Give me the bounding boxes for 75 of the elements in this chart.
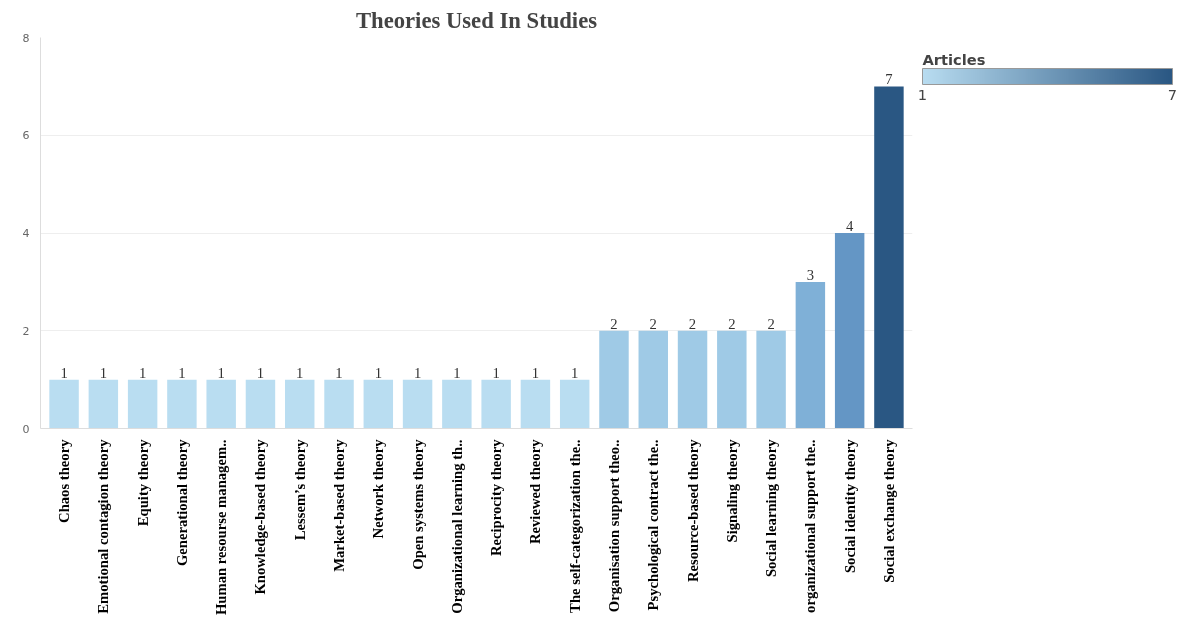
- data-label: 1: [335, 364, 343, 381]
- x-tick-label: Emotional contagion theory: [95, 438, 112, 614]
- y-tick-label: 8: [22, 31, 30, 45]
- x-tick-label: Social exchange theory: [880, 438, 897, 583]
- bar: [363, 379, 394, 429]
- x-tick-label: organizational support the..: [802, 439, 819, 613]
- data-label: 3: [806, 266, 815, 283]
- data-label: 2: [767, 315, 775, 332]
- x-tick-label: Generational theory: [173, 438, 190, 567]
- bar: [127, 379, 158, 429]
- x-tick-label: Social learning theory: [763, 438, 780, 578]
- x-tick-label: Chaos theory: [56, 438, 73, 523]
- x-tick-label: Lessem’s theory: [291, 438, 308, 541]
- data-label: 2: [649, 315, 657, 332]
- data-label: 2: [728, 315, 736, 332]
- bar: [599, 330, 629, 429]
- bar: [834, 233, 865, 429]
- color-bar-label: 7: [1167, 85, 1178, 103]
- bar: [402, 379, 433, 429]
- bar: [285, 379, 315, 429]
- bar: [481, 379, 511, 429]
- color-bar-label: 1: [917, 85, 928, 103]
- chart-title: Theories Used In Studies: [355, 7, 598, 33]
- x-tick-label: Equity theory: [134, 438, 151, 527]
- y-tick-label: 4: [22, 227, 30, 240]
- bar: [756, 330, 786, 429]
- data-label: 1: [178, 364, 186, 381]
- x-tick-label: Social identity theory: [841, 438, 858, 574]
- x-tick-label: Reviewed theory: [527, 438, 544, 545]
- data-label: 1: [492, 364, 500, 381]
- x-tick-label: Knowledge-based theory: [252, 438, 269, 595]
- bar: [442, 379, 472, 429]
- x-tick-label: Network theory: [370, 438, 387, 539]
- data-label: 1: [217, 364, 225, 381]
- y-tick-label: 6: [22, 129, 30, 143]
- data-label: 7: [885, 71, 893, 88]
- data-label: 1: [138, 364, 147, 381]
- bar: [167, 379, 197, 429]
- x-tick-label: Resource-based theory: [684, 438, 701, 583]
- bar: [795, 281, 826, 429]
- y-tick-label: 2: [22, 324, 30, 338]
- bar: [717, 330, 747, 429]
- data-label: 4: [845, 218, 854, 234]
- bar: [559, 379, 590, 429]
- x-tick-label: Signaling theory: [723, 438, 740, 543]
- x-tick-label: Organizational learning th..: [448, 439, 465, 614]
- data-label: 2: [688, 315, 697, 332]
- x-tick-label: Organisation support theo..: [605, 439, 622, 613]
- data-label: 1: [256, 364, 265, 381]
- bar: [49, 379, 79, 429]
- bar: [245, 379, 276, 429]
- bar: [88, 379, 119, 429]
- data-label: 1: [413, 364, 422, 381]
- bar: [638, 330, 668, 429]
- bar: [677, 330, 708, 429]
- x-tick-label: The self-categorization the..: [566, 439, 583, 613]
- bar: [206, 379, 236, 429]
- data-label: 1: [296, 364, 304, 381]
- data-label: 1: [374, 364, 382, 381]
- data-label: 1: [531, 364, 540, 381]
- color-bar-title: Articles: [922, 50, 986, 68]
- data-label: 1: [571, 364, 579, 381]
- x-tick-label: Market-based theory: [331, 438, 348, 572]
- data-label: 1: [60, 364, 68, 381]
- bar: [874, 86, 904, 429]
- bar: [520, 379, 551, 429]
- x-tick-label: Open systems theory: [409, 438, 426, 570]
- x-tick-label: Human resourse managem..: [213, 439, 230, 616]
- data-label: 1: [453, 364, 461, 381]
- data-label: 2: [610, 315, 618, 332]
- y-tick-label: 0: [22, 422, 30, 436]
- data-label: 1: [99, 364, 108, 381]
- bar: [324, 379, 354, 429]
- x-tick-label: Psychological contract the..: [645, 439, 662, 611]
- x-tick-label: Reciprocity theory: [488, 438, 505, 557]
